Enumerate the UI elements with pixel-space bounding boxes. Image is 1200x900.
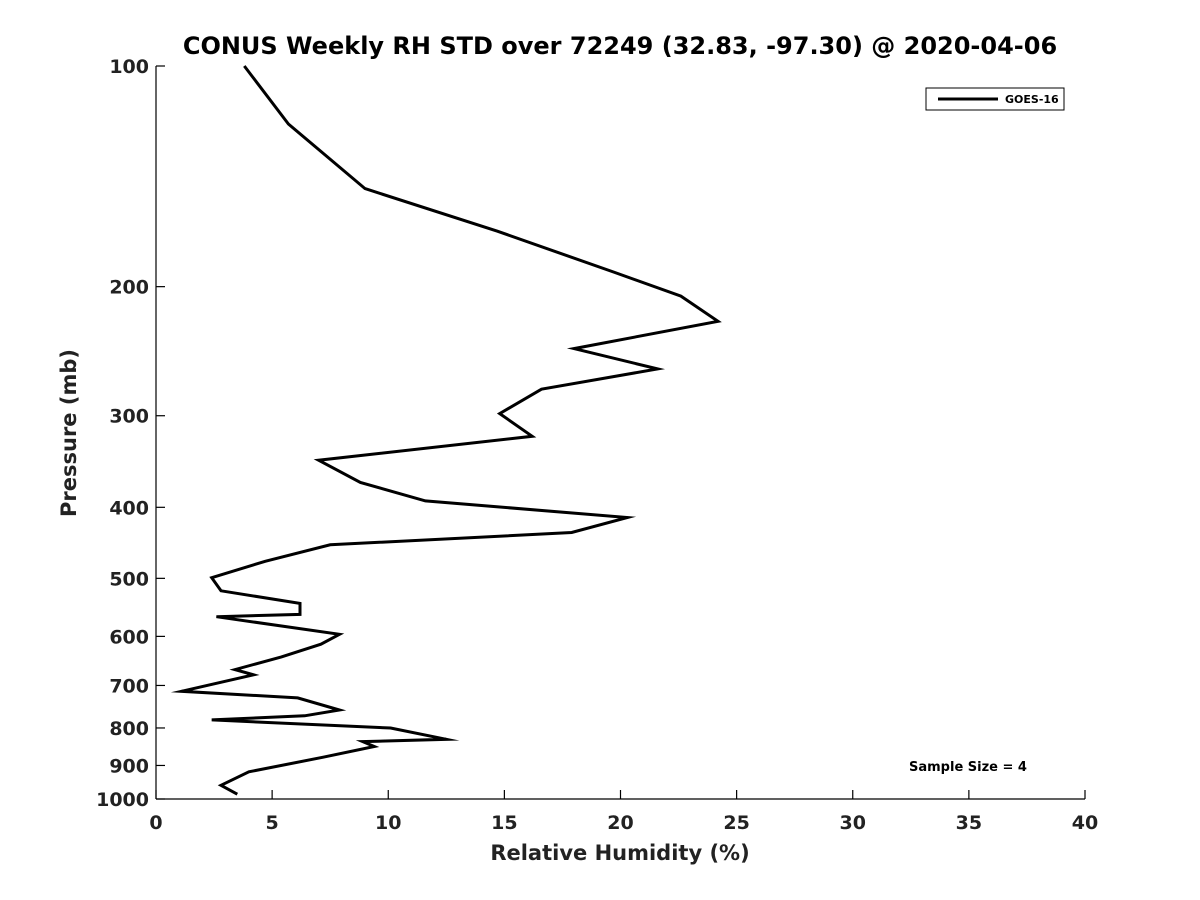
chart-title: CONUS Weekly RH STD over 72249 (32.83, -…	[183, 32, 1057, 60]
y-tick-label: 800	[109, 718, 149, 740]
x-tick-label: 20	[607, 812, 633, 834]
legend-label-goes-16: GOES-16	[1005, 93, 1059, 106]
x-tick-label: 30	[840, 812, 866, 834]
series-layer	[170, 65, 722, 796]
y-tick-label: 300	[109, 406, 149, 428]
series-line-goes-16	[170, 65, 722, 796]
x-tick-label: 35	[956, 812, 982, 834]
y-tick-label: 200	[109, 277, 149, 299]
x-tick-label: 0	[149, 812, 162, 834]
x-axis-label: Relative Humidity (%)	[490, 841, 749, 865]
y-tick-label: 600	[109, 626, 149, 648]
y-tick-label: 100	[109, 56, 149, 78]
y-tick-label: 400	[109, 497, 149, 519]
sample-size-annotation: Sample Size = 4	[909, 760, 1027, 775]
y-tick-label: 1000	[96, 789, 149, 811]
y-tick-label: 700	[109, 675, 149, 697]
x-tick-label: 5	[266, 812, 279, 834]
legend: GOES-16	[925, 87, 1065, 111]
y-axis-ticks: 100 200 300 400 500 600 700 800 900 1000	[96, 56, 165, 811]
x-tick-label: 15	[491, 812, 517, 834]
x-axis-ticks: 0 5 10 15 20 25 30 35 40	[149, 790, 1098, 834]
y-tick-label: 500	[109, 568, 149, 590]
x-tick-label: 25	[723, 812, 749, 834]
x-tick-label: 10	[375, 812, 401, 834]
x-tick-label: 40	[1072, 812, 1098, 834]
y-tick-label: 900	[109, 755, 149, 777]
y-axis-label: Pressure (mb)	[57, 349, 81, 517]
